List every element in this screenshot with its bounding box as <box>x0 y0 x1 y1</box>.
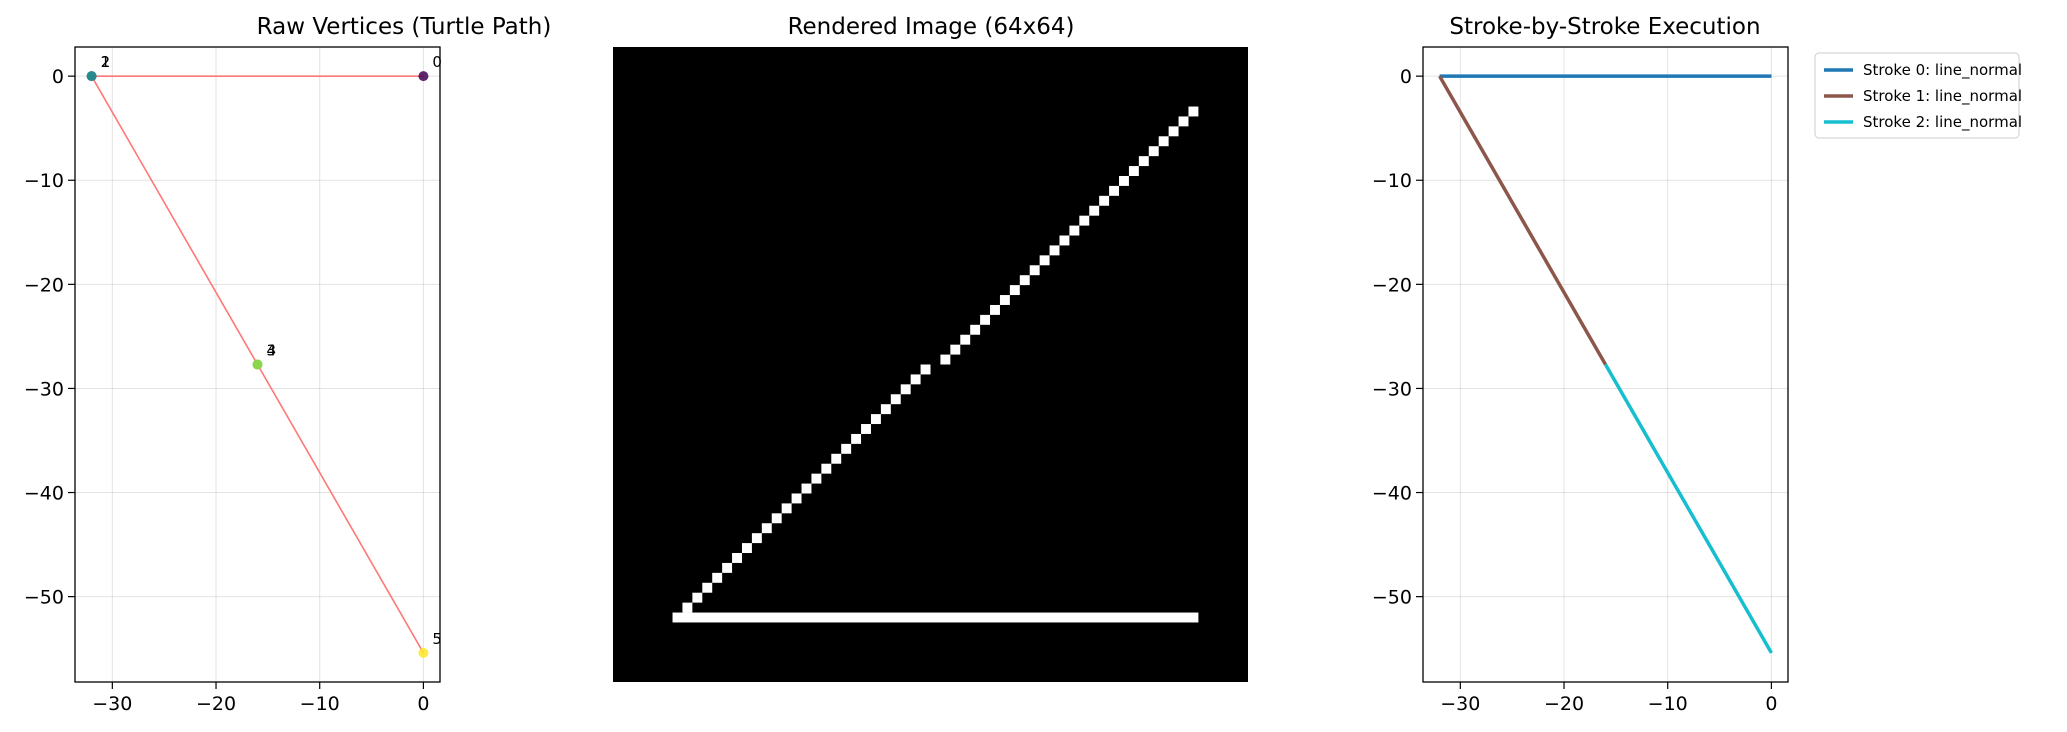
turtle-path-line <box>90 75 425 654</box>
p1-ytick-label: 0 <box>52 66 64 88</box>
pixel-stroke-diagonal <box>1089 205 1100 216</box>
p1-ytick-label: −20 <box>24 274 64 296</box>
p1-ytick-label: −40 <box>24 483 64 505</box>
chart-title-raw-vertices: Raw Vertices (Turtle Path) <box>257 14 552 40</box>
pixel-stroke-diagonal <box>702 582 713 593</box>
legend: Stroke 0: line_normal Stroke 1: line_norm… <box>1814 52 2022 139</box>
panel-raw-vertices: Raw Vertices (Turtle Path) 0 12 34 5 −30 −20… <box>24 14 551 715</box>
pixel-stroke-diagonal <box>870 414 881 425</box>
pixel-stroke-diagonal <box>861 424 871 434</box>
p3-ytick-label: −40 <box>1372 483 1412 505</box>
pixel-stroke-diagonal <box>960 334 971 345</box>
stroke-line-2 <box>1603 363 1773 654</box>
vertex-point-4 <box>252 359 263 370</box>
pixel-stroke-diagonal <box>841 443 852 454</box>
pixel-stroke-diagonal <box>1069 225 1080 236</box>
pixel-stroke-diagonal <box>1059 235 1070 246</box>
pixel-stroke-diagonal <box>1128 166 1139 176</box>
pixel-stroke-diagonal <box>900 384 911 395</box>
pixel-stroke-diagonal <box>920 364 931 375</box>
pixel-stroke-diagonal <box>851 433 862 444</box>
pixel-stroke-diagonal <box>1049 245 1060 256</box>
panel-stroke-execution: Stroke-by-Stroke Execution −30 −20 −10 0 0 −1… <box>1372 14 2022 715</box>
pixel-stroke-diagonal <box>761 523 772 534</box>
p1-ytick-label: −30 <box>24 378 64 400</box>
pixel-stroke-diagonal <box>940 354 951 365</box>
pixel-stroke-diagonal <box>1079 215 1090 226</box>
p1-ytick-label: −50 <box>24 587 64 609</box>
p1-xtick-label: −10 <box>300 693 340 715</box>
p3-xtick-label: −10 <box>1648 693 1688 715</box>
pixel-stroke-diagonal <box>722 562 733 573</box>
pixel-stroke-diagonal <box>1138 156 1149 167</box>
pixel-stroke-diagonal <box>1148 146 1159 157</box>
vertex-label-2: 2 <box>101 53 111 71</box>
vertex-label-4: 4 <box>267 342 277 360</box>
p3-ytick-label: 0 <box>1400 66 1412 88</box>
pixel-stroke-diagonal <box>811 473 822 484</box>
p1-ytick-label: −10 <box>24 170 64 192</box>
p1-xtick-label: −20 <box>196 693 236 715</box>
pixel-stroke-diagonal <box>801 483 812 494</box>
pixel-stroke-diagonal <box>950 344 961 355</box>
pixel-stroke-diagonal <box>751 533 762 544</box>
p3-xtick-label: −30 <box>1440 693 1480 715</box>
chart-title-rendered-image: Rendered Image (64x64) <box>788 14 1075 40</box>
p3-ytick-label: −20 <box>1372 274 1412 296</box>
pixel-stroke-diagonal <box>771 513 782 524</box>
p3-xtick-label: −20 <box>1544 693 1584 715</box>
pixel-stroke-diagonal <box>1178 116 1189 127</box>
pixel-stroke-diagonal <box>890 394 901 405</box>
pixel-stroke-diagonal <box>1029 265 1040 276</box>
p3-xtick-label: 0 <box>1765 693 1777 715</box>
pixel-stroke-diagonal <box>1188 106 1199 117</box>
pixel-stroke-diagonal <box>880 404 891 415</box>
pixel-stroke-diagonal <box>1019 275 1030 286</box>
pixel-stroke-diagonal <box>1119 175 1129 186</box>
pixel-stroke-diagonal <box>1039 255 1050 266</box>
pixel-stroke-diagonal <box>990 304 1000 315</box>
p1-xtick-label: 0 <box>417 693 429 715</box>
pixel-stroke-diagonal <box>980 314 991 325</box>
chart-title-stroke-execution: Stroke-by-Stroke Execution <box>1449 14 1760 40</box>
legend-label-0: Stroke 0: line_normal <box>1863 61 2022 80</box>
p3-ytick-label: −10 <box>1372 170 1412 192</box>
pixel-stroke-diagonal <box>712 572 723 583</box>
p3-ytick-label: −30 <box>1372 378 1412 400</box>
legend-box <box>1814 52 2020 139</box>
pixel-stroke-diagonal <box>791 493 802 504</box>
pixel-stroke-diagonal <box>1158 136 1169 147</box>
pixel-stroke-diagonal <box>781 503 792 514</box>
pixel-stroke-diagonal <box>1009 285 1020 296</box>
p3-ytick-label: −50 <box>1372 587 1412 609</box>
vertex-label-3: 3 <box>267 342 277 360</box>
vertex-point-5 <box>418 647 429 658</box>
pixel-stroke-diagonal <box>999 295 1010 305</box>
pixel-stroke-diagonal <box>1168 126 1179 137</box>
axes-frame-raw-vertices <box>74 46 441 683</box>
pixel-stroke-diagonal <box>1099 195 1110 206</box>
pixel-stroke-diagonal <box>970 324 981 335</box>
legend-label-1: Stroke 1: line_normal <box>1863 87 2022 106</box>
vertex-label-5: 5 <box>432 630 442 648</box>
vertex-label-1: 1 <box>101 53 111 71</box>
p1-xtick-label: −30 <box>92 693 132 715</box>
vertex-point-0 <box>418 71 429 82</box>
axes-frame-stroke-execution <box>1422 46 1789 683</box>
pixel-stroke-diagonal <box>732 553 742 563</box>
legend-label-2: Stroke 2: line_normal <box>1863 113 2022 132</box>
pixel-stroke-diagonal <box>1109 185 1120 196</box>
pixel-stroke-diagonal <box>682 602 693 613</box>
vertex-label-0: 0 <box>432 53 442 71</box>
pixel-stroke-diagonal <box>821 463 832 474</box>
panel-rendered-image: Rendered Image (64x64) <box>613 14 1248 682</box>
pixel-stroke-diagonal <box>910 374 921 385</box>
stroke-line-1 <box>1438 75 1608 366</box>
vertex-point-2 <box>86 71 97 82</box>
pixel-stroke-diagonal <box>741 543 752 554</box>
pixel-stroke-diagonal <box>692 592 703 603</box>
pixel-stroke-diagonal <box>831 453 842 464</box>
pixel-stroke-horizontal <box>672 612 1199 623</box>
